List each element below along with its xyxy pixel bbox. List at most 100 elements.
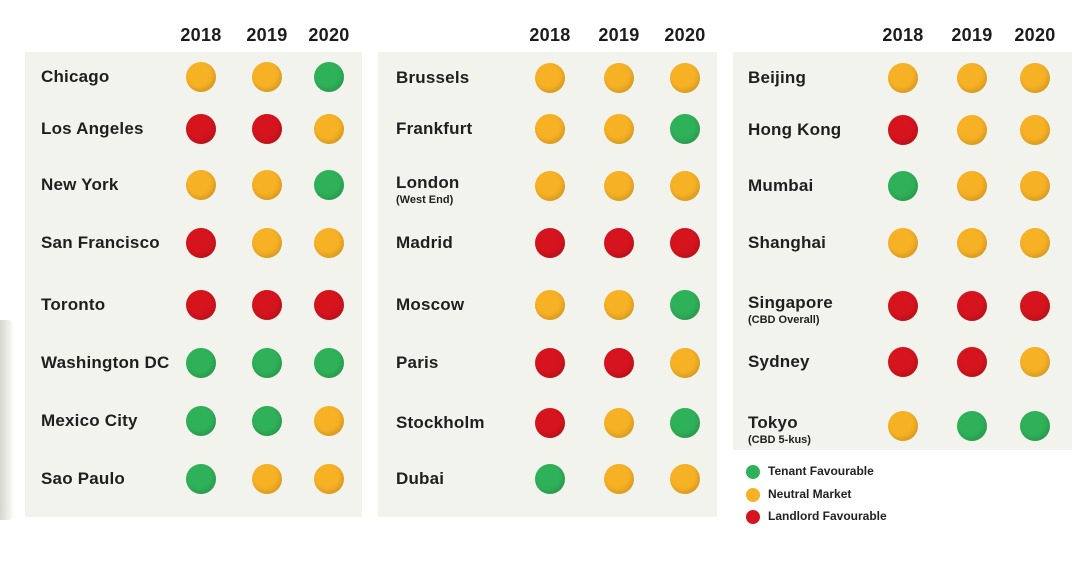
status-dot-neutral bbox=[1020, 228, 1050, 258]
status-dot-tenant bbox=[670, 408, 700, 438]
city-label: Shanghai bbox=[748, 233, 827, 252]
city-label: Paris bbox=[396, 353, 439, 372]
status-dot-neutral bbox=[604, 171, 634, 201]
status-dot-tenant bbox=[186, 348, 216, 378]
year-header-2018: 2018 bbox=[180, 25, 222, 45]
city-sublabel: (CBD 5-kus) bbox=[748, 434, 811, 446]
city-sublabel: (West End) bbox=[396, 194, 454, 206]
status-dot-neutral bbox=[1020, 63, 1050, 93]
year-header-2019: 2019 bbox=[951, 25, 993, 45]
year-header-2018: 2018 bbox=[882, 25, 924, 45]
status-dot-neutral bbox=[604, 464, 634, 494]
status-dot-neutral bbox=[604, 290, 634, 320]
status-dot-landlord bbox=[1020, 291, 1050, 321]
city-label: Washington DC bbox=[41, 353, 170, 372]
status-dot-neutral bbox=[604, 63, 634, 93]
city-label: Dubai bbox=[396, 469, 445, 488]
year-header-2019: 2019 bbox=[246, 25, 288, 45]
legend-label: Tenant Favourable bbox=[768, 464, 874, 478]
year-header-2019: 2019 bbox=[598, 25, 640, 45]
status-dot-neutral bbox=[252, 464, 282, 494]
legend-swatch bbox=[746, 510, 760, 524]
status-dot-tenant bbox=[314, 348, 344, 378]
status-dot-neutral bbox=[957, 171, 987, 201]
status-dot-tenant bbox=[957, 411, 987, 441]
status-dot-neutral bbox=[252, 228, 282, 258]
year-header-2020: 2020 bbox=[1014, 25, 1056, 45]
city-label: London bbox=[396, 173, 460, 192]
year-header-2020: 2020 bbox=[664, 25, 706, 45]
legend-swatch bbox=[746, 465, 760, 479]
city-label: Sao Paulo bbox=[41, 469, 125, 488]
legend-label: Landlord Favourable bbox=[768, 509, 887, 523]
status-dot-neutral bbox=[604, 114, 634, 144]
city-label: Frankfurt bbox=[396, 119, 473, 138]
city-label: Toronto bbox=[41, 295, 106, 314]
city-label: San Francisco bbox=[41, 233, 160, 252]
status-dot-landlord bbox=[957, 291, 987, 321]
status-dot-tenant bbox=[670, 114, 700, 144]
status-dot-neutral bbox=[252, 62, 282, 92]
status-dot-neutral bbox=[888, 411, 918, 441]
city-label: Hong Kong bbox=[748, 120, 842, 139]
city-label: Chicago bbox=[41, 67, 110, 86]
year-header-2020: 2020 bbox=[308, 25, 350, 45]
city-label: Singapore bbox=[748, 293, 833, 312]
page-edge-shadow bbox=[0, 320, 14, 520]
status-dot-tenant bbox=[670, 290, 700, 320]
city-label: Moscow bbox=[396, 295, 465, 314]
year-header-2018: 2018 bbox=[529, 25, 571, 45]
status-dot-landlord bbox=[888, 115, 918, 145]
status-dot-landlord bbox=[888, 347, 918, 377]
status-dot-landlord bbox=[186, 228, 216, 258]
legend-swatch bbox=[746, 488, 760, 502]
city-label: Stockholm bbox=[396, 413, 485, 432]
status-dot-landlord bbox=[535, 408, 565, 438]
status-dot-neutral bbox=[314, 406, 344, 436]
status-dot-landlord bbox=[252, 114, 282, 144]
status-dot-neutral bbox=[670, 464, 700, 494]
status-dot-tenant bbox=[314, 170, 344, 200]
status-dot-neutral bbox=[535, 290, 565, 320]
status-dot-neutral bbox=[186, 62, 216, 92]
status-dot-neutral bbox=[670, 63, 700, 93]
status-dot-landlord bbox=[535, 228, 565, 258]
city-label: Brussels bbox=[396, 68, 470, 87]
city-label: Los Angeles bbox=[41, 119, 144, 138]
city-label: Mexico City bbox=[41, 411, 138, 430]
status-dot-neutral bbox=[186, 170, 216, 200]
status-dot-tenant bbox=[535, 464, 565, 494]
status-dot-neutral bbox=[888, 228, 918, 258]
status-dot-tenant bbox=[314, 62, 344, 92]
status-dot-landlord bbox=[252, 290, 282, 320]
status-dot-neutral bbox=[957, 63, 987, 93]
status-dot-neutral bbox=[604, 408, 634, 438]
status-dot-tenant bbox=[186, 464, 216, 494]
status-dot-tenant bbox=[252, 348, 282, 378]
status-dot-landlord bbox=[604, 348, 634, 378]
status-dot-neutral bbox=[314, 464, 344, 494]
city-label: Madrid bbox=[396, 233, 453, 252]
status-dot-neutral bbox=[535, 171, 565, 201]
legend-label: Neutral Market bbox=[768, 487, 852, 501]
status-dot-neutral bbox=[1020, 347, 1050, 377]
city-label: Mumbai bbox=[748, 176, 814, 195]
status-dot-landlord bbox=[604, 228, 634, 258]
status-dot-landlord bbox=[670, 228, 700, 258]
city-label: Beijing bbox=[748, 68, 807, 87]
status-dot-tenant bbox=[186, 406, 216, 436]
status-dot-tenant bbox=[252, 406, 282, 436]
status-dot-tenant bbox=[1020, 411, 1050, 441]
status-dot-landlord bbox=[186, 290, 216, 320]
status-dot-neutral bbox=[1020, 171, 1050, 201]
status-dot-neutral bbox=[252, 170, 282, 200]
status-dot-neutral bbox=[314, 114, 344, 144]
status-dot-neutral bbox=[957, 115, 987, 145]
status-dot-neutral bbox=[888, 63, 918, 93]
status-dot-neutral bbox=[957, 228, 987, 258]
city-label: Sydney bbox=[748, 352, 810, 371]
status-dot-landlord bbox=[186, 114, 216, 144]
status-dot-landlord bbox=[957, 347, 987, 377]
status-dot-neutral bbox=[670, 171, 700, 201]
city-sublabel: (CBD Overall) bbox=[748, 314, 820, 326]
